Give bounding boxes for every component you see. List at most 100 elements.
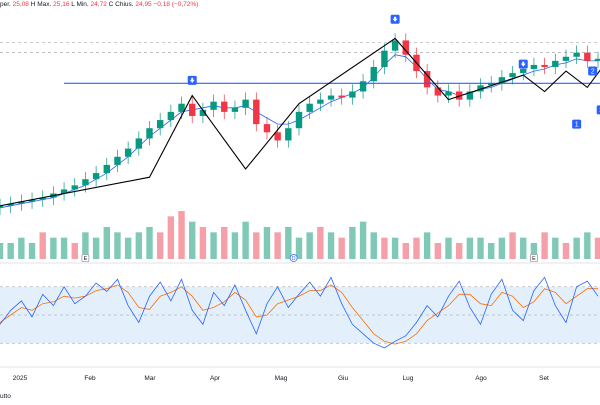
volume-bar bbox=[434, 243, 442, 259]
candle-body bbox=[488, 83, 495, 86]
volume-bar bbox=[114, 232, 121, 259]
x-axis-label: Mar bbox=[144, 375, 156, 382]
header-high-label: H bbox=[30, 1, 36, 8]
volume-bars bbox=[0, 211, 600, 259]
volume-bar bbox=[221, 227, 228, 259]
candle-body bbox=[167, 111, 175, 121]
volume-bar bbox=[317, 227, 324, 259]
number-marker bbox=[596, 105, 600, 115]
candle-body bbox=[445, 91, 452, 96]
x-axis-label: Mag bbox=[275, 375, 288, 382]
volume-bar bbox=[306, 232, 313, 259]
volume-bar bbox=[71, 243, 78, 259]
candle-body bbox=[274, 132, 281, 141]
candle-body bbox=[253, 99, 260, 125]
candle-body bbox=[189, 103, 196, 116]
x-axis: 2025 Feb Mar Apr Mag Giu Lug Ago Set bbox=[13, 375, 549, 382]
volume-bar bbox=[455, 243, 463, 259]
candle-body bbox=[434, 87, 442, 96]
volume-bar bbox=[520, 237, 527, 259]
volume-bar bbox=[391, 237, 399, 259]
candle-body bbox=[7, 203, 14, 206]
volume-bar bbox=[92, 237, 100, 259]
candle-body bbox=[381, 50, 388, 67]
candle-body bbox=[231, 107, 239, 112]
drawings bbox=[0, 37, 600, 207]
x-axis-label: Giu bbox=[338, 375, 349, 382]
volume-bar bbox=[167, 216, 175, 259]
candle-body bbox=[92, 173, 100, 180]
x-axis-label: Apr bbox=[210, 375, 221, 382]
candle-body bbox=[402, 40, 409, 55]
volume-bar bbox=[541, 232, 548, 259]
x-axis-label: Lug bbox=[403, 375, 414, 382]
candle-body bbox=[39, 197, 46, 200]
volume-bar bbox=[146, 227, 153, 259]
volume-bar bbox=[39, 232, 46, 259]
candle-body bbox=[562, 56, 570, 61]
volume-bar bbox=[530, 243, 538, 259]
candle-body bbox=[135, 138, 143, 149]
candle-body bbox=[199, 109, 207, 116]
candle-body bbox=[594, 58, 600, 61]
volume-bar bbox=[103, 227, 110, 259]
earnings-marker-label: E bbox=[532, 256, 536, 262]
candle-body bbox=[423, 71, 431, 88]
volume-bar bbox=[135, 232, 143, 259]
header-open-value: 25,08 bbox=[12, 1, 29, 8]
markers: 1234EED bbox=[81, 14, 600, 262]
header-prefix: per. bbox=[0, 1, 11, 8]
candle-body bbox=[391, 40, 399, 51]
candle-body bbox=[295, 111, 303, 129]
header-close-value: 24,95 bbox=[135, 1, 152, 8]
candle-body bbox=[124, 148, 132, 157]
number-marker bbox=[572, 119, 582, 129]
candle-body bbox=[210, 101, 217, 110]
header-low-label: L bbox=[71, 1, 75, 8]
volume-bar bbox=[584, 232, 591, 259]
volume-bar bbox=[28, 243, 36, 259]
earnings-marker bbox=[530, 254, 538, 262]
candle-body bbox=[285, 128, 292, 141]
candle-body bbox=[317, 99, 324, 104]
volume-bar bbox=[156, 232, 164, 259]
volume-bar bbox=[466, 237, 474, 259]
candle-body bbox=[28, 199, 36, 202]
dividend-marker bbox=[289, 254, 298, 262]
candles bbox=[0, 33, 600, 215]
candle-body bbox=[466, 91, 474, 100]
volume-bar bbox=[488, 243, 495, 259]
candle-body bbox=[584, 52, 591, 61]
volume-bar bbox=[359, 221, 367, 259]
volume-bar bbox=[285, 227, 292, 259]
arrow-down-icon bbox=[392, 16, 398, 22]
volume-bar bbox=[370, 232, 377, 259]
volume-bar bbox=[124, 237, 132, 259]
volume-bar bbox=[445, 237, 452, 259]
volume-bar bbox=[498, 237, 506, 259]
candle-body bbox=[103, 164, 110, 174]
ohlc-header: per. 25,08 H Max. 25,16 L Min. 24,72 C C… bbox=[0, 1, 198, 8]
volume-bar bbox=[594, 237, 600, 259]
volume-bar bbox=[189, 221, 196, 259]
candle-body bbox=[71, 185, 78, 190]
volume-bar bbox=[509, 232, 516, 259]
candle-body bbox=[178, 103, 185, 112]
candle-body bbox=[541, 64, 548, 67]
header-close-label: C bbox=[108, 1, 114, 8]
candle-body bbox=[263, 124, 271, 133]
number-marker bbox=[588, 66, 598, 76]
candle-body bbox=[359, 81, 367, 92]
volume-bar bbox=[413, 237, 420, 259]
volume-bar bbox=[552, 237, 559, 259]
candle-body bbox=[146, 128, 153, 139]
arrow-down-icon bbox=[520, 61, 526, 67]
volume-bar bbox=[82, 232, 89, 259]
stoch-k-line bbox=[0, 276, 599, 349]
dividend-marker-label: D bbox=[292, 256, 296, 262]
candle-body bbox=[530, 64, 538, 70]
candle-body bbox=[327, 95, 335, 100]
volume-bar bbox=[423, 232, 431, 259]
